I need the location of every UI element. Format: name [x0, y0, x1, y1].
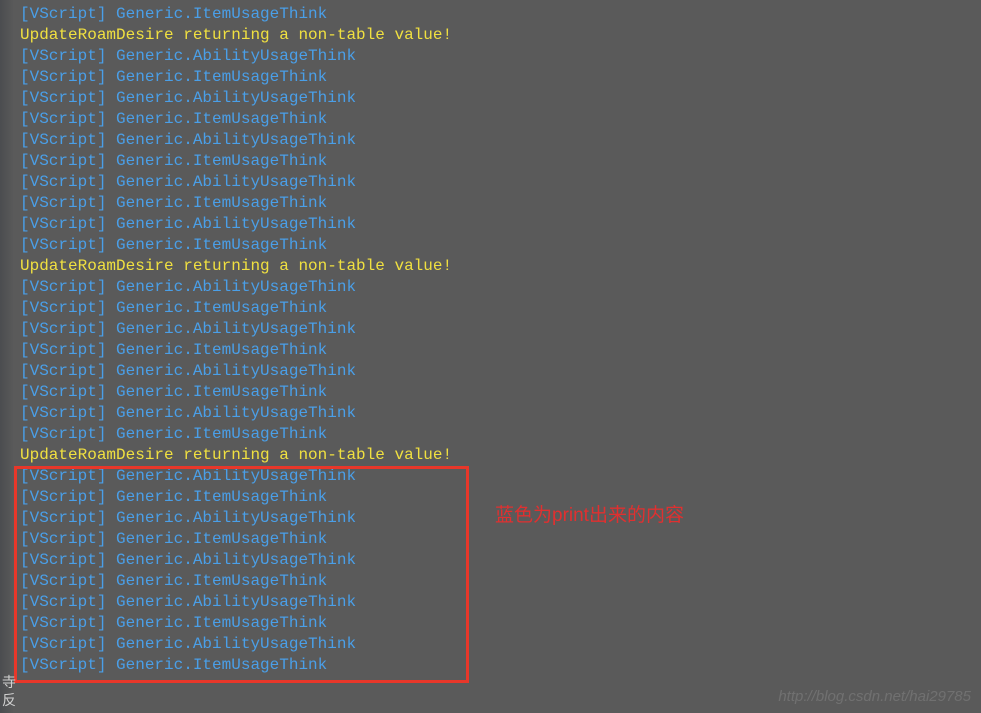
console-line: [VScript] Generic.AbilityUsageThink: [20, 592, 961, 613]
console-line: [VScript] Generic.ItemUsageThink: [20, 529, 961, 550]
left-edge-gradient: [0, 0, 14, 713]
console-line: [VScript] Generic.ItemUsageThink: [20, 340, 961, 361]
console-line: [VScript] Generic.ItemUsageThink: [20, 613, 961, 634]
console-line: [VScript] Generic.AbilityUsageThink: [20, 550, 961, 571]
console-line: [VScript] Generic.ItemUsageThink: [20, 151, 961, 172]
watermark-text: http://blog.csdn.net/hai29785: [778, 686, 971, 707]
console-line: [VScript] Generic.ItemUsageThink: [20, 67, 961, 88]
console-line: [VScript] Generic.AbilityUsageThink: [20, 466, 961, 487]
console-line: [VScript] Generic.AbilityUsageThink: [20, 319, 961, 340]
console-line: UpdateRoamDesire returning a non-table v…: [20, 25, 961, 46]
console-line: [VScript] Generic.AbilityUsageThink: [20, 214, 961, 235]
console-line: [VScript] Generic.ItemUsageThink: [20, 193, 961, 214]
console-line: [VScript] Generic.AbilityUsageThink: [20, 361, 961, 382]
console-line: [VScript] Generic.AbilityUsageThink: [20, 88, 961, 109]
console-line: [VScript] Generic.ItemUsageThink: [20, 487, 961, 508]
console-line: [VScript] Generic.ItemUsageThink: [20, 382, 961, 403]
console-line: [VScript] Generic.AbilityUsageThink: [20, 277, 961, 298]
console-line: [VScript] Generic.ItemUsageThink: [20, 424, 961, 445]
console-line: UpdateRoamDesire returning a non-table v…: [20, 445, 961, 466]
console-output: [VScript] Generic.ItemUsageThinkUpdateRo…: [20, 4, 961, 676]
annotation-text: 蓝色为print出来的内容: [495, 505, 684, 526]
console-line: UpdateRoamDesire returning a non-table v…: [20, 256, 961, 277]
console-line: [VScript] Generic.AbilityUsageThink: [20, 403, 961, 424]
console-line: [VScript] Generic.AbilityUsageThink: [20, 172, 961, 193]
console-line: [VScript] Generic.ItemUsageThink: [20, 4, 961, 25]
corner-char-2: 反: [2, 690, 16, 711]
console-line: [VScript] Generic.ItemUsageThink: [20, 571, 961, 592]
console-line: [VScript] Generic.AbilityUsageThink: [20, 508, 961, 529]
console-line: [VScript] Generic.AbilityUsageThink: [20, 46, 961, 67]
console-line: [VScript] Generic.ItemUsageThink: [20, 235, 961, 256]
console-line: [VScript] Generic.AbilityUsageThink: [20, 130, 961, 151]
console-line: [VScript] Generic.ItemUsageThink: [20, 298, 961, 319]
console-line: [VScript] Generic.ItemUsageThink: [20, 109, 961, 130]
console-line: [VScript] Generic.ItemUsageThink: [20, 655, 961, 676]
console-line: [VScript] Generic.AbilityUsageThink: [20, 634, 961, 655]
